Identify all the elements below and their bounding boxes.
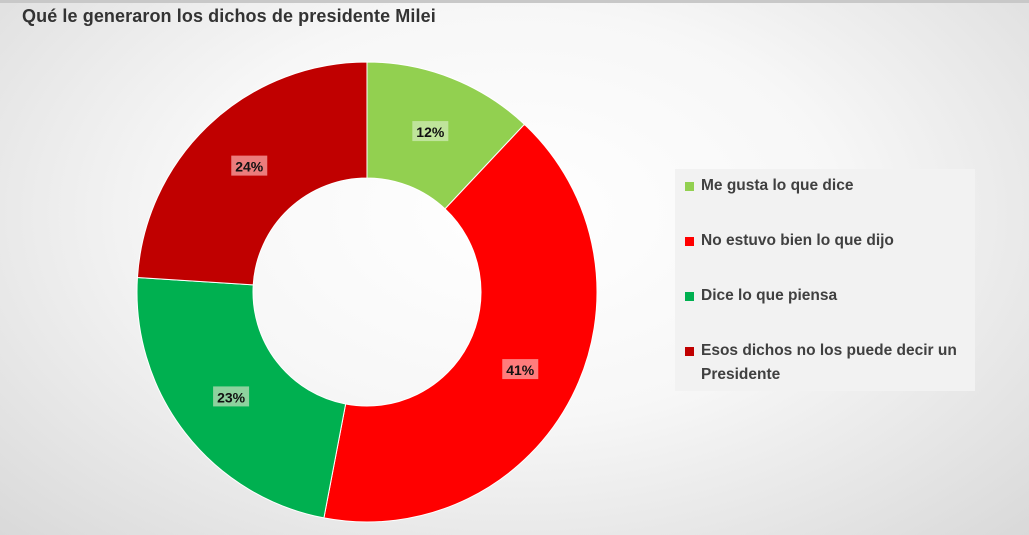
data-label-text: 24% [235, 159, 264, 175]
legend-item-no-estuvo-bien: No estuvo bien lo que dijo [685, 229, 970, 253]
legend-swatch [685, 237, 694, 246]
legend-swatch [685, 347, 694, 356]
legend-label: No estuvo bien lo que dijo [701, 232, 894, 249]
chart-title: Qué le generaron los dichos de president… [22, 6, 436, 26]
legend-item-me-gusta: Me gusta lo que dice [685, 174, 970, 198]
data-label-background [412, 121, 449, 142]
data-label-background [231, 155, 268, 176]
legend-label: Dice lo que piensa [701, 287, 838, 304]
data-label-background [213, 386, 250, 407]
top-border [0, 0, 1029, 3]
legend-item-esos-dichos: Esos dichos no los puede decir un Presid… [685, 339, 970, 387]
donut-slices [136, 61, 598, 523]
chart-legend: Me gusta lo que dice No estuvo bien lo q… [675, 169, 975, 391]
donut-slice [323, 123, 598, 523]
data-label: 12% [412, 121, 449, 142]
data-label-text: 12% [416, 124, 445, 140]
legend-item-dice-lo-que-piensa: Dice lo que piensa [685, 284, 970, 308]
legend-swatch [685, 292, 694, 301]
data-label: 24% [231, 155, 268, 176]
data-label: 23% [213, 386, 250, 407]
data-labels: 12% 41% 23% 24% [213, 121, 539, 407]
data-label-text: 23% [217, 389, 246, 405]
data-label: 41% [502, 359, 539, 380]
data-label-background [502, 359, 539, 380]
legend-label: Me gusta lo que dice [701, 177, 854, 194]
data-label-text: 41% [506, 362, 535, 378]
legend-label: Esos dichos no los puede decir un Presid… [701, 342, 957, 383]
legend-swatch [685, 182, 694, 191]
